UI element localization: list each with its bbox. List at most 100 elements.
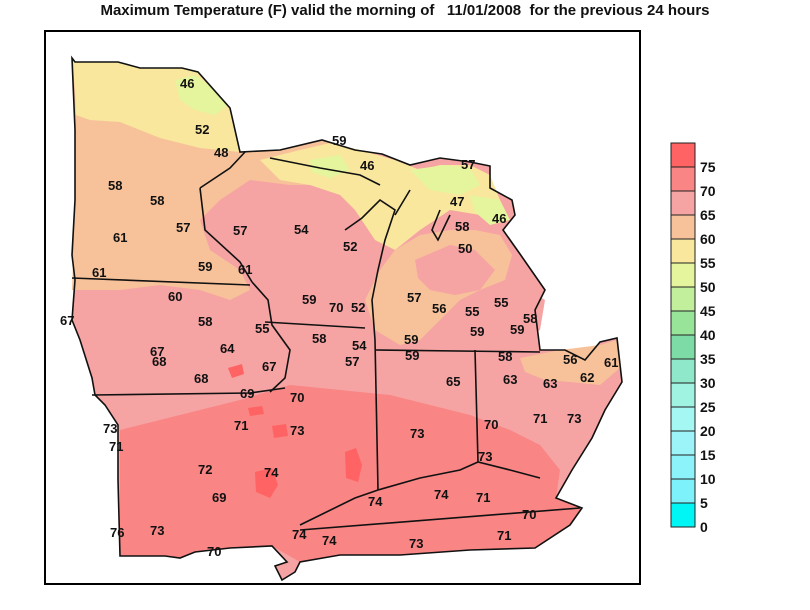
- station-label: 56: [563, 352, 577, 367]
- station-label: 74: [292, 527, 307, 542]
- border-wi-il: [264, 321, 366, 329]
- legend-swatch: [670, 238, 696, 264]
- legend-swatch: [670, 406, 696, 432]
- station-label: 59: [510, 322, 524, 337]
- station-label: 59: [470, 324, 484, 339]
- legend-label: 0: [700, 519, 708, 535]
- border-ia-il: [251, 281, 291, 393]
- station-label: 58: [198, 314, 212, 329]
- station-label: 50: [458, 241, 472, 256]
- station-label: 71: [533, 411, 547, 426]
- map-title: Maximum Temperature (F) valid the mornin…: [100, 2, 710, 19]
- station-label: 73: [567, 411, 581, 426]
- legend-swatch: [670, 430, 696, 456]
- station-label: 74: [322, 533, 337, 548]
- oh-orange-zone: [520, 340, 620, 385]
- legend-label: 60: [700, 231, 716, 247]
- border-in-oh: [474, 349, 479, 463]
- legend-label: 75: [700, 159, 716, 175]
- legend-swatch: [670, 286, 696, 312]
- station-label: 63: [503, 372, 517, 387]
- region-outline: [71, 55, 623, 582]
- station-label: 58: [455, 219, 469, 234]
- station-label: 59: [404, 332, 418, 347]
- legend-label: 40: [700, 327, 716, 343]
- station-label: 69: [240, 386, 254, 401]
- legend-swatch: [670, 382, 696, 408]
- mi-green-zone: [470, 195, 510, 225]
- station-label: 70: [290, 390, 304, 405]
- lower-mi-pink-zone: [415, 245, 545, 340]
- station-label: 71: [476, 490, 490, 505]
- border-il-in: [374, 339, 379, 491]
- legend-swatch: [670, 166, 696, 192]
- station-label: 71: [234, 418, 248, 433]
- station-label: 61: [604, 355, 618, 370]
- station-label: 76: [110, 525, 124, 540]
- station-label: 58: [498, 349, 512, 364]
- station-label: 73: [103, 421, 117, 436]
- border-mn-wi: [199, 151, 253, 283]
- station-label: 63: [543, 376, 557, 391]
- station-label: 73: [150, 523, 164, 538]
- hot-spot-mo: [255, 468, 278, 498]
- legend-label: 70: [700, 183, 716, 199]
- legend-label: 25: [700, 399, 716, 415]
- station-label: 59: [405, 348, 419, 363]
- legend-label: 20: [700, 423, 716, 439]
- station-label: 71: [109, 439, 123, 454]
- legend-swatch: [670, 358, 696, 384]
- station-label: 57: [176, 220, 190, 235]
- station-label: 57: [461, 157, 475, 172]
- station-label: 61: [92, 265, 106, 280]
- station-label: 46: [492, 211, 506, 226]
- station-label: 47: [450, 194, 464, 209]
- legend-label: 50: [700, 279, 716, 295]
- legend-swatch: [670, 142, 696, 168]
- legend-swatch: [670, 502, 696, 528]
- legend-label: 15: [700, 447, 716, 463]
- station-label: 46: [360, 158, 374, 173]
- station-label: 57: [345, 354, 359, 369]
- station-label: 52: [343, 239, 357, 254]
- station-label: 70: [484, 417, 498, 432]
- station-label: 59: [332, 133, 346, 148]
- legend-swatch: [670, 334, 696, 360]
- legend-label: 10: [700, 471, 716, 487]
- station-label: 73: [409, 536, 423, 551]
- station-label: 59: [302, 292, 316, 307]
- station-label: 55: [494, 295, 508, 310]
- station-label: 55: [465, 304, 479, 319]
- station-label: 61: [238, 262, 252, 277]
- station-label: 73: [290, 423, 304, 438]
- station-label: 68: [194, 371, 208, 386]
- legend-swatch: [670, 190, 696, 216]
- border-mn-ia: [71, 277, 251, 286]
- station-label: 57: [407, 290, 421, 305]
- legend-label: 55: [700, 255, 716, 271]
- station-label: 56: [432, 301, 446, 316]
- station-label: 54: [352, 338, 367, 353]
- border-mi-in-oh: [374, 349, 541, 353]
- station-label: 73: [410, 426, 424, 441]
- station-label: 60: [168, 289, 182, 304]
- station-label: 58: [523, 311, 537, 326]
- station-label: 61: [113, 230, 127, 245]
- border-mo-ky: [299, 461, 541, 526]
- temperature-fill-layer: [72, 58, 622, 580]
- legend-label: 5: [700, 495, 708, 511]
- legend-label: 45: [700, 303, 716, 319]
- legend-swatch: [670, 214, 696, 240]
- state-borders: [71, 55, 623, 582]
- station-label: 70: [522, 507, 536, 522]
- hot-spot-il: [345, 448, 362, 482]
- station-label: 62: [580, 370, 594, 385]
- legend-swatch: [670, 310, 696, 336]
- station-label: 72: [198, 462, 212, 477]
- border-up-wi: [269, 157, 381, 186]
- station-label: 70: [329, 300, 343, 315]
- station-label: 74: [434, 487, 449, 502]
- station-label: 48: [214, 145, 228, 160]
- station-label: 64: [220, 341, 235, 356]
